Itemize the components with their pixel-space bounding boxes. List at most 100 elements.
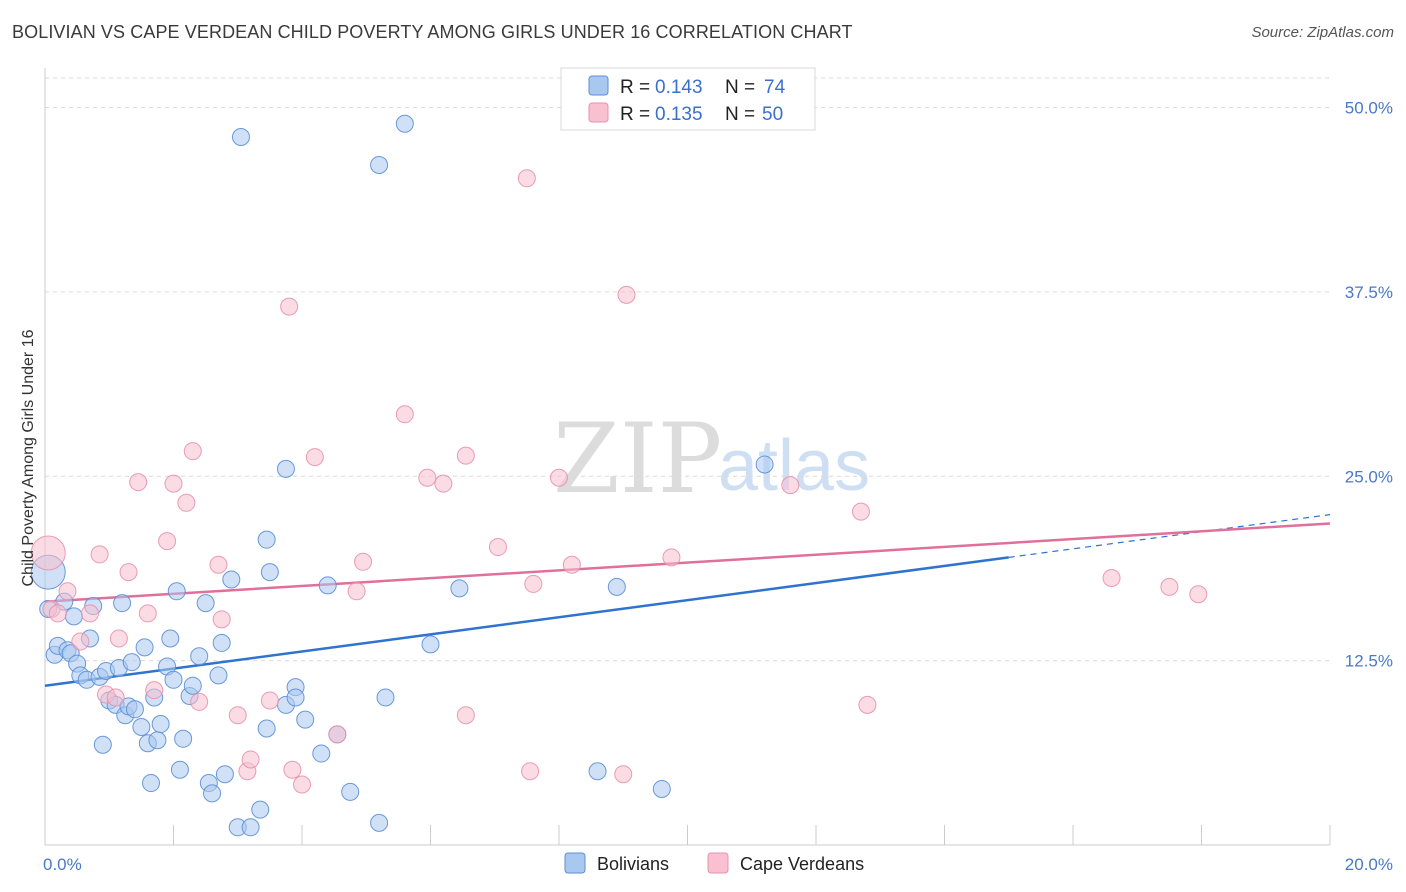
cape-verdean-point [209,555,228,574]
cape-verdean-point [456,446,475,465]
cape-verdean-point [550,468,568,487]
cape-verdean-point [328,725,347,744]
series-cape-verdeans [30,169,1208,794]
cape-verdean-point [305,448,324,467]
legend-r-label: R = [620,77,650,98]
cape-verdean-point [488,538,507,557]
bolivian-point [190,647,209,666]
cape-verdean-point [177,493,196,512]
bolivian-point [170,760,189,779]
bolivian-point [755,455,774,474]
cape-verdean-point [30,535,66,571]
bolivian-point [421,635,440,654]
y-tick-label: 37.5% [1345,283,1393,302]
bolivian-point [215,765,234,784]
legend-n-label: N = [725,77,755,98]
chart-source: Source: ZipAtlas.com [1251,24,1394,41]
bolivian-point [148,731,167,750]
cape-verdean-point [109,629,128,648]
bolivian-point [296,710,315,729]
cape-verdean-point [614,765,633,784]
bolivian-point [113,594,132,613]
cape-verdean-point [106,688,125,707]
bolivian-point [341,782,360,801]
bolivian-point [183,676,202,695]
bottom-legend-cape-verdeans: Cape Verdeans [740,854,864,874]
trend-line-cape-verdeans [44,522,1331,603]
y-tick-label: 25.0% [1345,467,1393,486]
trend-line-bolivians [44,556,1009,687]
bottom-legend-bolivians: Bolivians [597,854,669,874]
legend-r-value-bolivians: 0.143 [655,77,703,98]
cape-verdean-point [90,545,109,564]
bolivian-point [318,576,337,595]
cape-verdean-point [434,474,453,493]
bolivian-point [257,719,276,738]
bolivian-point [203,784,222,803]
cape-verdean-point [517,169,536,188]
bolivian-point [607,577,626,596]
trend-line-bolivians-extension [1008,514,1331,558]
legend-n-label: N = [725,104,755,125]
cape-verdean-point [280,297,299,316]
bolivian-point [450,579,469,598]
cape-verdean-point [58,582,77,601]
bolivian-point [395,114,414,133]
cape-verdean-point [129,473,148,492]
bolivian-point [588,762,607,781]
legend-r-label: R = [620,104,650,125]
legend: R = 0.143 N = 74 R = 0.135 N = 50 [560,67,816,131]
cape-verdean-point [1102,569,1121,588]
cape-verdean-point [71,632,90,651]
bottom-legend-swatch-bolivians [564,852,586,874]
legend-n-value-bolivians: 74 [764,77,786,98]
bolivian-point [125,700,144,719]
cape-verdean-point [1160,577,1179,596]
bolivian-point [260,563,279,582]
trend-lines [44,514,1331,687]
y-tick-label: 12.5% [1345,652,1393,671]
cape-verdean-point [662,548,681,567]
tick-labels: 12.5% 25.0% 37.5% 50.0% 0.0% 20.0% [43,99,1393,875]
bolivian-point [132,718,151,736]
chart-title: BOLIVIAN VS CAPE VERDEAN CHILD POVERTY A… [12,22,853,42]
bolivian-point [209,666,228,685]
cape-verdean-point [48,604,67,623]
bolivian-point [370,813,389,832]
bolivian-point [251,800,270,819]
bolivian-point [212,633,231,652]
cape-verdean-point [164,474,183,493]
bolivian-point [64,607,83,626]
cape-verdean-point [212,610,231,629]
cape-verdean-point [158,532,177,551]
bolivian-point [93,735,112,754]
y-axis-label: Child Poverty Among Girls Under 16 [20,329,37,586]
bolivian-point [164,670,183,689]
cape-verdean-point [183,442,202,461]
bolivian-point [135,638,154,657]
bolivian-point [652,779,671,798]
bolivian-point [376,688,395,707]
y-tick-label: 50.0% [1345,99,1393,118]
bolivian-point [276,459,295,478]
bolivian-point [257,530,276,549]
bolivian-point [312,744,331,763]
bolivian-point [231,128,250,146]
cape-verdean-point [293,775,311,794]
bolivian-point [196,594,215,613]
bolivian-point [142,774,161,793]
cape-verdean-point [521,762,540,781]
legend-r-value-cape-verdeans: 0.135 [655,104,703,125]
bolivian-point [161,629,180,648]
bolivian-point [286,688,305,707]
bottom-legend-swatch-cape-verdeans [707,852,729,874]
cape-verdean-point [241,750,260,769]
cape-verdean-point [138,604,157,623]
bolivian-point [370,156,389,175]
cape-verdean-point [1189,585,1208,604]
cape-verdean-point [851,502,870,521]
watermark-atlas: atlas [718,426,870,506]
series-bolivians [30,114,774,837]
x-tick-label: 0.0% [43,855,82,874]
